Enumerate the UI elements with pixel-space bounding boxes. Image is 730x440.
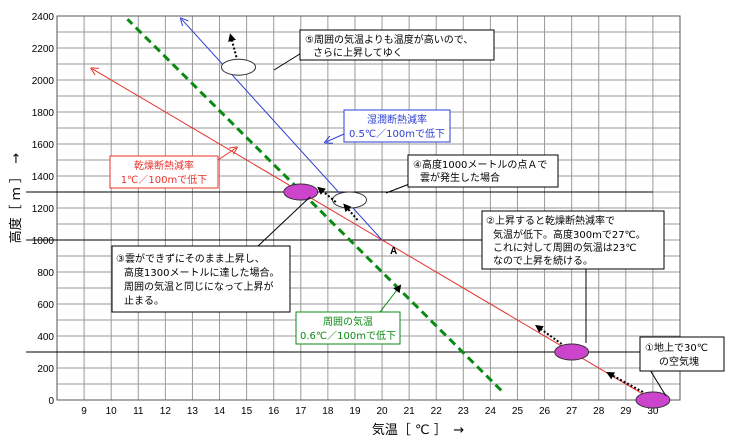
x-tick-label: 22 <box>431 406 443 417</box>
y-tick-label: 1200 <box>32 204 55 215</box>
x-tick-label: 24 <box>485 406 497 417</box>
y-tick-label: 200 <box>37 364 54 375</box>
x-tick-label: 18 <box>322 406 334 417</box>
y-tick-label: 2000 <box>32 76 55 87</box>
x-tick-label: 26 <box>539 406 551 417</box>
x-tick-label: 29 <box>620 406 632 417</box>
x-tick-label: 9 <box>81 406 87 417</box>
y-tick-label: 1400 <box>32 172 55 183</box>
svg-text:の空気塊: の空気塊 <box>659 355 699 368</box>
svg-text:周囲の気温: 周囲の気温 <box>323 315 373 328</box>
y-tick-label: 800 <box>37 268 54 279</box>
x-tick-label: 25 <box>512 406 524 417</box>
point-a-label: A <box>390 246 397 257</box>
svg-text:これに対して周囲の気温は23℃: これに対して周囲の気温は23℃ <box>493 241 637 254</box>
svg-text:1℃／100mで低下: 1℃／100mで低下 <box>121 173 207 186</box>
x-tick-label: 14 <box>214 406 226 417</box>
y-tick-label: 1000 <box>32 236 55 247</box>
ascent-arrow <box>535 324 563 345</box>
parcels <box>220 33 671 409</box>
svg-text:止まる。: 止まる。 <box>124 295 164 307</box>
annotation-3: ③雲ができずにそのまま上昇し、 高度1300メートルに達した場合。 周囲の気温と… <box>111 196 311 313</box>
dry-adiabatic-line <box>92 69 654 401</box>
ascent-arrow <box>228 33 238 58</box>
svg-text:①地上で30℃: ①地上で30℃ <box>645 341 708 354</box>
y-tick-label: 600 <box>37 300 54 311</box>
dry-lapse-label: 乾燥断熱減率 1℃／100mで低下 <box>109 148 236 189</box>
annotation-4: ④高度1000メートルの点Ａで 雲が発生した場合 <box>385 154 559 194</box>
y-tick-label: 400 <box>37 332 54 343</box>
y-tick-label: 1800 <box>32 108 55 119</box>
annotation-5: ⑤周囲の気温よりも温度が高いので、 さらに上昇してゆく <box>273 29 495 71</box>
cloud-parcel <box>220 58 256 76</box>
cloud-parcel <box>332 191 368 209</box>
air-parcel <box>635 391 671 409</box>
y-tick-label: 0 <box>48 396 54 407</box>
x-tick-label: 16 <box>268 406 280 417</box>
svg-text:乾燥断熱減率: 乾燥断熱減率 <box>134 159 194 172</box>
air-parcel <box>554 343 590 361</box>
x-tick-label: 12 <box>160 406 172 417</box>
ascent-arrow <box>343 203 359 221</box>
svg-text:③雲ができずにそのまま上昇し、: ③雲ができずにそのまま上昇し、 <box>116 252 265 265</box>
svg-text:⑤周囲の気温よりも温度が高いので、: ⑤周囲の気温よりも温度が高いので、 <box>305 33 473 46</box>
svg-text:さらに上昇してゆく: さらに上昇してゆく <box>313 47 403 59</box>
x-tick-label: 30 <box>647 406 659 417</box>
x-tick-label: 10 <box>106 406 118 417</box>
x-tick-label: 13 <box>187 406 199 417</box>
x-tick-label: 20 <box>376 406 388 417</box>
x-tick-label: 23 <box>458 406 470 417</box>
x-tick-label: 11 <box>133 406 144 417</box>
svg-text:高度1300メートルに達した場合。: 高度1300メートルに達した場合。 <box>124 266 279 279</box>
y-tick-label: 2400 <box>32 12 55 23</box>
environment-temperature-line <box>126 18 503 392</box>
svg-text:湿潤断熱減率: 湿潤断熱減率 <box>367 113 427 126</box>
svg-text:②上昇すると乾燥断熱減率で: ②上昇すると乾燥断熱減率で <box>486 214 615 227</box>
x-tick-label: 27 <box>566 406 578 417</box>
svg-text:周囲の気温と同じになって上昇が: 周囲の気温と同じになって上昇が <box>124 280 274 293</box>
x-tick-label: 19 <box>349 406 361 417</box>
svg-text:0.6℃／100mで低下: 0.6℃／100mで低下 <box>300 329 396 342</box>
moist-lapse-label: 湿潤断熱減率 0.5℃／100mで低下 <box>326 109 451 142</box>
x-tick-label: 15 <box>241 406 253 417</box>
x-tick-label: 21 <box>404 406 416 417</box>
svg-text:0.5℃／100mで低下: 0.5℃／100mで低下 <box>349 127 445 140</box>
x-tick-label: 28 <box>593 406 605 417</box>
svg-text:なので上昇を続ける。: なので上昇を続ける。 <box>493 254 593 267</box>
y-tick-label: 2200 <box>32 44 55 55</box>
environment-label: 周囲の気温 0.6℃／100mで低下 <box>295 284 402 345</box>
axis-ticks: 9 10 11 12 13 14 15 16 17 18 19 20 21 22 23 24 25 26 27 28 2… <box>32 12 659 417</box>
annotation-1: ①地上で30℃ の空気塊 <box>639 336 725 397</box>
ascent-arrow <box>606 372 644 393</box>
plot-border <box>56 15 681 401</box>
x-tick-label: 17 <box>295 406 307 417</box>
svg-text:雲が発生した場合: 雲が発生した場合 <box>420 171 500 184</box>
air-parcel <box>283 183 319 201</box>
annotation-2: ②上昇すると乾燥断熱減率で 気温が低下。高度300mで27℃。 これに対して周囲… <box>481 210 665 343</box>
y-tick-label: 1600 <box>32 140 55 151</box>
svg-text:④高度1000メートルの点Ａで: ④高度1000メートルの点Ａで <box>413 158 547 171</box>
x-axis-title: 気温［ ℃ ］ → <box>372 422 464 438</box>
y-axis-title: 高度［ ｍ ］ → <box>8 153 24 244</box>
svg-text:気温が低下。高度300mで27℃。: 気温が低下。高度300mで27℃。 <box>493 228 646 241</box>
